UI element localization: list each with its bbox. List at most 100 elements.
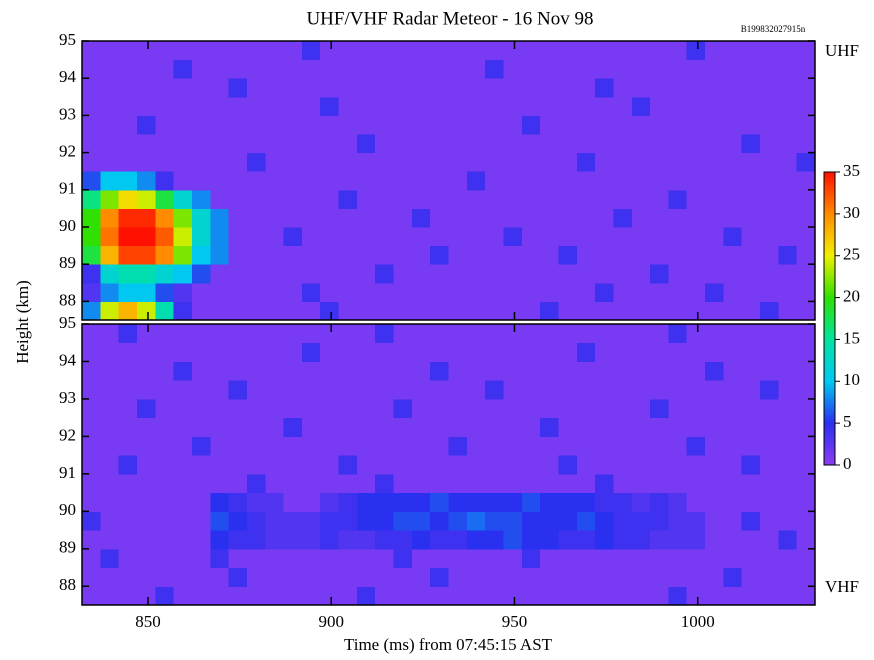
heat-cell [136,227,156,247]
heat-cell [796,324,816,344]
heat-cell [576,361,596,381]
heat-cell [393,189,413,209]
heat-cell [338,436,358,456]
heat-cell [631,324,651,344]
heat-cell [723,586,743,606]
heat-cell [411,282,431,302]
heat-cell [760,548,779,569]
heat-cell [613,134,633,154]
heat-cell [283,436,303,456]
heat-cell [613,78,633,98]
heat-cell [503,342,523,362]
heat-cell [631,492,651,512]
heat-cell [521,473,541,494]
heat-cell [210,398,230,419]
heat-cell [705,417,724,437]
heat-cell [173,436,193,456]
heat-cell [375,342,395,362]
heat-cell [82,96,101,116]
heat-cell [705,264,724,284]
heat-cell [320,417,340,437]
heat-cell [686,567,706,587]
heat-cell [283,152,303,172]
heat-cell [723,361,743,381]
heat-cell [136,282,156,302]
heat-cell [228,59,248,79]
heat-cell [613,567,633,587]
heat-cell [191,417,211,437]
heat-cell [686,586,706,606]
heat-cell [760,436,779,456]
heat-cell [760,208,779,228]
heat-cell [210,455,230,475]
heat-cell [613,227,633,247]
heat-cell [375,361,395,381]
heat-cell [411,134,431,154]
heat-cell [301,455,321,475]
heat-cell [155,59,175,79]
heat-cell [576,436,596,456]
heat-cell [705,530,724,550]
heat-cell [191,398,211,419]
heat-cell [265,380,285,400]
chart-title: UHF/VHF Radar Meteor - 16 Nov 98 [306,8,593,29]
heat-cell [356,417,376,437]
heat-cell [595,548,614,569]
heat-cell [466,473,486,494]
heat-cell [668,282,688,302]
heat-cell [595,227,614,247]
heat-cell [136,548,156,569]
heat-cell [338,189,358,209]
heat-cell [82,41,101,61]
heat-cell [301,264,321,284]
heat-cell [265,152,285,172]
heat-cell [613,511,633,531]
heat-cell [191,171,211,191]
heat-cell [466,282,486,302]
heat-cell [283,115,303,135]
heat-cell [778,436,798,456]
heat-cell [228,264,248,284]
heat-cell [246,455,266,475]
heat-cell [576,264,596,284]
heat-cell [448,152,468,172]
heat-cell [155,96,175,116]
heat-cell [320,548,340,569]
heat-cell [631,511,651,531]
heat-cell [100,78,120,98]
heat-cell [430,455,449,475]
heat-cell [613,492,633,512]
heat-cell [173,417,193,437]
heat-cell [155,208,175,228]
heat-cell [723,41,743,61]
heat-cell [558,96,578,116]
heat-cell [118,227,138,247]
heat-cell [283,78,303,98]
heat-cell [173,189,193,209]
heat-cell [503,189,523,209]
heat-cell [356,78,376,98]
heat-cell [448,548,468,569]
heat-cell [82,586,101,606]
heat-cell [723,264,743,284]
heat-cell [668,567,688,587]
heat-cell [191,115,211,135]
heat-cell [320,227,340,247]
heat-cell [503,417,523,437]
heat-cell [100,530,120,550]
heat-cell [796,41,816,61]
heat-cell [668,59,688,79]
heat-cell [118,41,138,61]
heat-cell [668,511,688,531]
heat-cell [778,417,798,437]
heat-cell [191,548,211,569]
heat-cell [320,324,340,344]
heat-cell [686,96,706,116]
heat-cell [448,227,468,247]
heat-cell [155,417,175,437]
heat-cell [650,567,669,587]
heat-cell [778,282,798,302]
heat-cell [393,301,413,321]
heat-cell [760,282,779,302]
heat-cell [430,282,449,302]
